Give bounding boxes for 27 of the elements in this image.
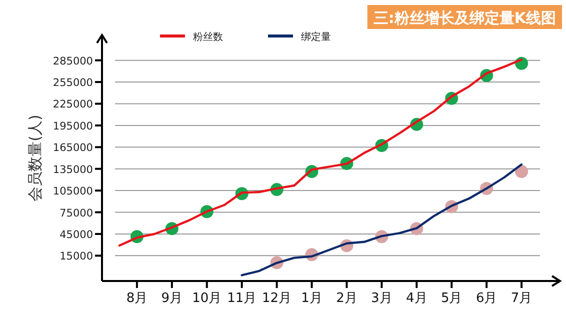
y-tick-label: 165000 [52, 142, 93, 154]
y-tick-label: 135000 [52, 164, 93, 176]
y-tick-label: 255000 [52, 77, 93, 90]
y-tick-label: 285000 [52, 55, 93, 68]
chart-title: 三:粉丝增长及绑定量K线图 [373, 9, 556, 27]
x-tick-label: 1月 [301, 291, 322, 306]
x-tick-label: 6月 [476, 291, 498, 306]
x-tick-label: 7月 [510, 291, 532, 306]
x-tick-label: 8月 [126, 291, 148, 306]
x-tick-label: 3月 [371, 291, 392, 306]
y-axis-title: 会员数量(人) [26, 114, 44, 202]
point [515, 165, 528, 178]
x-tick-label: 2月 [336, 291, 358, 306]
x-tick-label: 10月 [192, 291, 222, 306]
x-tick-label: 12月 [262, 291, 292, 306]
y-tick-label: 45000 [60, 228, 93, 241]
y-tick-label: 225000 [52, 98, 93, 111]
y-tick-label: 75000 [60, 207, 93, 220]
legend-label: 粉丝数 [193, 31, 223, 43]
x-tick-label: 5月 [440, 291, 462, 306]
x-tick-label: 11月 [227, 291, 257, 306]
y-tick-label: 195000 [52, 120, 93, 132]
legend-label: 绑定量 [301, 31, 331, 43]
x-tick-label: 4月 [406, 291, 428, 306]
y-tick-label: 15000 [60, 250, 93, 263]
y-tick-label: 105000 [52, 186, 93, 198]
x-tick-label: 9月 [161, 291, 183, 306]
